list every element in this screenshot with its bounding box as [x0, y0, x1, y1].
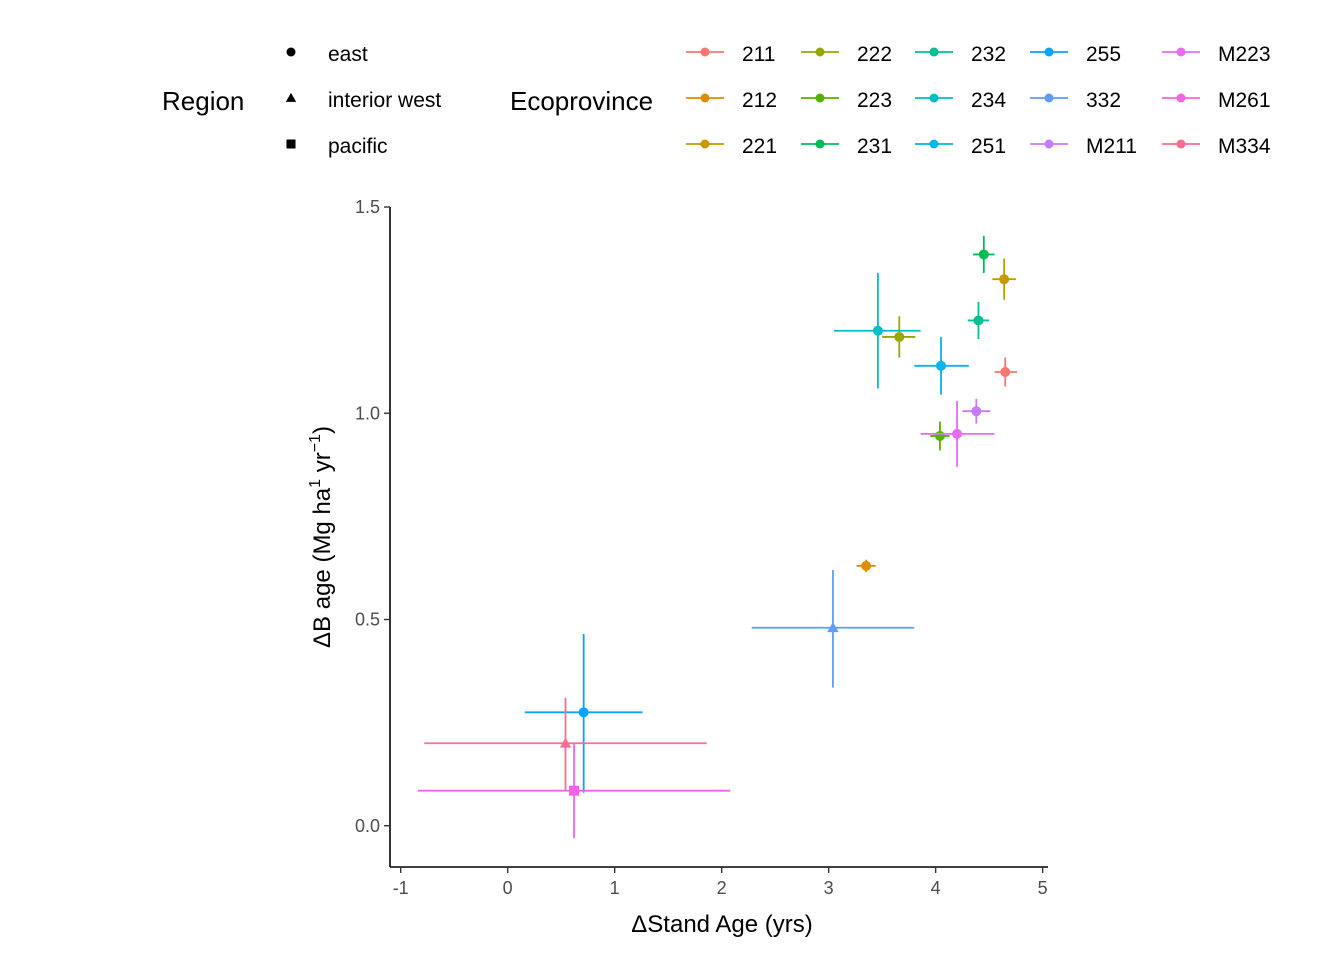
data-point-222 [882, 316, 916, 358]
legend-eco-key-dot [1044, 139, 1054, 149]
y-axis-title-main: ΔB age (Mg ha [309, 487, 336, 648]
point-marker [569, 785, 580, 796]
data-point-M211 [962, 398, 991, 424]
data-point-212 [856, 559, 876, 573]
legend-eco-key-dot [700, 139, 710, 149]
point-marker [578, 707, 589, 718]
point-marker [894, 331, 905, 342]
legend-eco-label: 212 [742, 89, 777, 112]
axes: -1 0 1 2 3 4 5 0.0 0.5 1.0 1.5 [355, 197, 1048, 898]
point-marker [1000, 367, 1011, 377]
legend-eco-label: 222 [857, 43, 892, 66]
point-marker [936, 360, 947, 371]
legend-region-key-square [286, 139, 296, 149]
legend-region-label: east [328, 43, 368, 66]
legend-eco-key-dot [1044, 47, 1054, 57]
legend-region-label: pacific [328, 135, 388, 158]
y-tick-label: 0.0 [355, 816, 380, 836]
point-marker [934, 430, 945, 441]
point-marker [861, 560, 872, 571]
legend-eco-label: 255 [1086, 43, 1121, 66]
legend-eco-label: M223 [1218, 43, 1271, 66]
point-marker [999, 274, 1010, 285]
data-point-332 [751, 570, 915, 688]
data-point-231 [973, 235, 995, 273]
x-tick-label: 5 [1038, 878, 1048, 898]
legend-eco-key-dot [1044, 93, 1054, 103]
x-tick-label: -1 [393, 878, 409, 898]
point-marker [978, 249, 989, 260]
legend-eco-label: 332 [1086, 89, 1121, 112]
data-point-234 [834, 273, 921, 389]
y-tick-label: 1.0 [355, 403, 380, 423]
legend-eco-key-dot [1176, 139, 1186, 149]
x-tick-label: 1 [610, 878, 620, 898]
y-axis-title-mid: yr [309, 452, 336, 479]
legend-eco-key-dot [815, 93, 825, 103]
point-marker [827, 622, 839, 633]
legend-eco-key-dot [1176, 47, 1186, 57]
x-tick-label: 3 [824, 878, 834, 898]
legend-region: Region east interior west pacific [162, 43, 441, 158]
legend-eco-key-dot [815, 47, 825, 57]
data-layer [417, 235, 1017, 839]
legend-eco-label: 231 [857, 135, 892, 158]
data-point-232 [967, 301, 990, 339]
legend-eco-label: 211 [742, 43, 775, 66]
y-axis-title-sup1: 1 [307, 479, 324, 488]
data-point-M261 [417, 743, 731, 839]
legend-region-label: interior west [328, 89, 441, 112]
data-point-223 [930, 421, 950, 451]
legend-eco-label: 221 [742, 135, 777, 158]
y-axis-title-end: ) [309, 426, 336, 434]
x-tick-label: 2 [717, 878, 727, 898]
legend-eco-label: M261 [1218, 89, 1271, 112]
y-tick-label: 0.5 [355, 610, 380, 630]
x-axis-title: ΔStand Age (yrs) [631, 911, 812, 938]
data-point-251 [914, 336, 969, 395]
legend-eco-label: M211 [1086, 135, 1137, 158]
point-marker [872, 325, 883, 336]
legend-eco-label: 232 [971, 43, 1006, 66]
x-tick-label: 0 [503, 878, 513, 898]
legend-eco-key-dot [700, 93, 710, 103]
legend-eco-key-dot [929, 47, 939, 57]
legend-eco-label: 234 [971, 89, 1006, 112]
x-tick-label: 4 [931, 878, 941, 898]
legend-eco-key-dot [815, 139, 825, 149]
y-axis-title: ΔB age (Mg ha1 yr−1) [307, 426, 336, 648]
legend-eco-label: M334 [1218, 135, 1271, 158]
point-marker [973, 315, 984, 326]
legend-eco-key-dot [700, 47, 710, 57]
legend-eco-key-dot [929, 93, 939, 103]
y-axis-title-sup2: −1 [307, 434, 324, 452]
legend-eco-label: 223 [857, 89, 892, 112]
point-marker [559, 737, 572, 748]
point-marker [952, 428, 963, 439]
legend-region-title: Region [162, 86, 244, 116]
legend-region-key-triangle [285, 92, 297, 102]
legend-eco-key-dot [1176, 93, 1186, 103]
data-point-211 [994, 357, 1017, 387]
legend-region-key-circle [286, 47, 296, 57]
y-tick-label: 1.5 [355, 197, 380, 217]
data-point-255 [524, 633, 643, 793]
data-point-M223 [920, 400, 995, 467]
legend-ecoprovince-title: Ecoprovince [510, 86, 653, 116]
legend-eco-key-dot [929, 139, 939, 149]
data-point-M334 [424, 697, 707, 791]
data-point-221 [992, 258, 1016, 300]
point-marker [971, 406, 982, 417]
legend-ecoprovince: Ecoprovince 211 212 221 222 223 231 232 234 251 2… [510, 43, 1271, 158]
legend-eco-label: 251 [971, 135, 1006, 158]
